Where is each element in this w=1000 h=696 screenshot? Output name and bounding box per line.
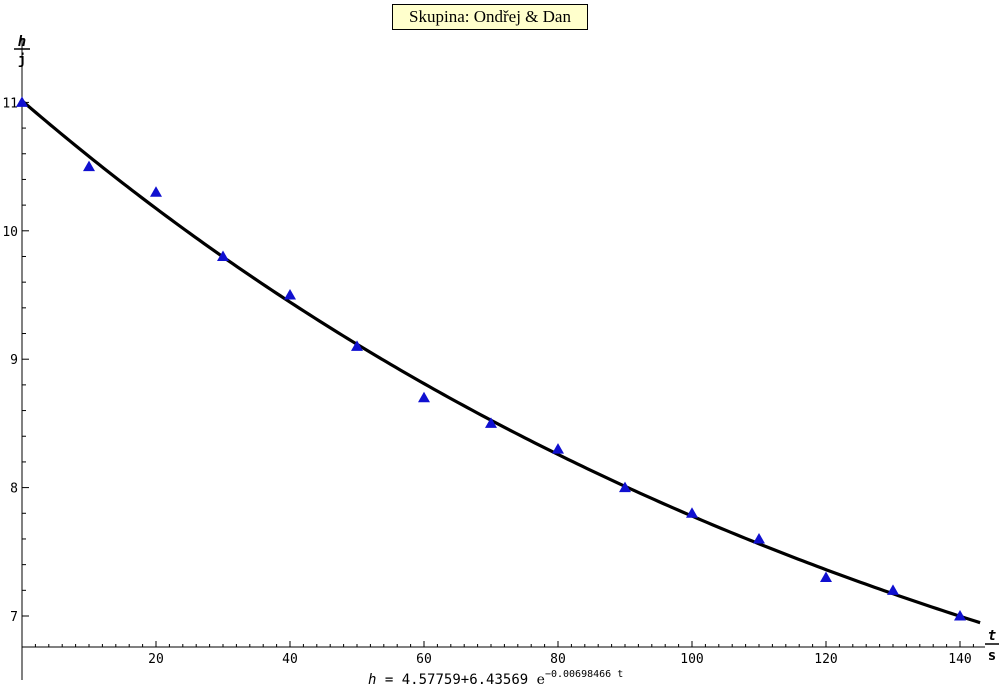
data-point [686,507,698,518]
y-tick-label: 9 [10,353,18,368]
data-point [887,584,899,595]
x-axis-label-top: t [988,628,996,644]
formula-base: e [536,672,545,688]
data-point [284,289,296,300]
chart-title: Skupina: Ondřej & Dan [392,4,588,30]
x-tick-label: 40 [282,652,298,667]
formula-lhs: h [368,672,377,688]
data-point [217,250,229,261]
data-point [351,340,363,351]
data-point [552,443,564,454]
x-tick-label: 100 [680,652,703,667]
x-tick-label: 120 [814,652,837,667]
y-tick-label: 7 [10,610,18,625]
data-point [619,481,631,493]
data-point [83,160,95,172]
x-tick-label: 60 [416,652,432,667]
x-tick-label: 80 [550,652,566,667]
y-axis-label-top: h [18,34,26,50]
data-point [954,610,966,621]
data-point [485,417,497,428]
data-point [418,391,430,403]
y-tick-label: 8 [10,482,18,497]
y-axis-label-bottom: j [18,52,26,68]
formula-const-a: 4.57759 [401,672,461,688]
formula-exponent: −0.00698466 t [544,669,624,680]
y-tick-label: 10 [2,225,18,240]
fit-curve [20,99,981,625]
data-point [753,532,765,544]
fit-formula: h = 4.57759+6.43569 e−0.00698466 t [368,669,624,694]
x-tick-label: 20 [148,652,164,667]
data-point [16,96,28,107]
x-axis-label-bottom: s [988,648,996,664]
formula-const-b: 6.43569 [469,672,529,688]
formula-eq: = [384,672,394,688]
data-point [150,186,162,197]
data-point [820,571,832,582]
x-tick-label: 140 [948,652,971,667]
formula-plus: + [460,672,470,688]
y-tick-label: 11 [2,96,18,111]
